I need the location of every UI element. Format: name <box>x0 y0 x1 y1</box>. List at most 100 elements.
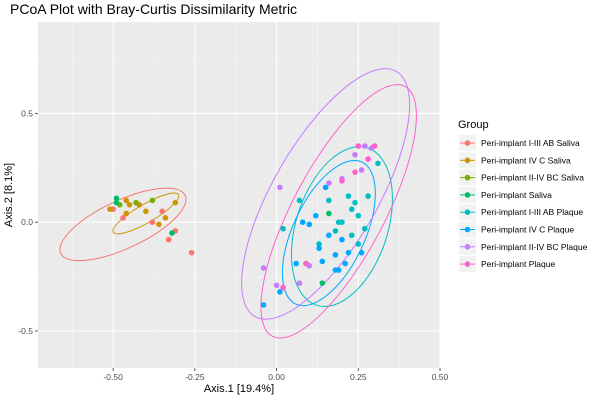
data-point <box>260 265 267 271</box>
data-point <box>113 195 120 202</box>
x-tick-label: 0.00 <box>268 372 285 382</box>
grid-layer <box>38 22 441 368</box>
legend-key-point <box>464 157 471 164</box>
data-point <box>296 280 303 286</box>
data-point <box>313 212 319 219</box>
legend: Group Peri-implant I-III AB Saliva Peri-i… <box>458 119 588 273</box>
data-point <box>260 302 267 308</box>
data-point <box>107 206 113 212</box>
data-point <box>169 230 175 236</box>
data-point <box>293 260 299 267</box>
data-point <box>362 143 368 149</box>
data-point <box>156 221 162 228</box>
data-point <box>123 197 130 204</box>
x-tick-label: 0.50 <box>432 372 449 382</box>
data-point <box>358 249 365 256</box>
data-point <box>277 184 283 191</box>
data-point <box>316 245 322 252</box>
legend-label: Peri-implant I-III AB Plaque <box>481 207 583 217</box>
tick-layer: -0.50 -0.25 0.00 0.25 0.50 -0.5 0.0 0.5 <box>18 108 448 382</box>
data-point <box>345 249 352 256</box>
confidence-ellipse <box>281 159 376 307</box>
x-axis-title: Axis.1 [19.4%] <box>204 383 274 395</box>
data-point <box>326 180 332 186</box>
data-point <box>326 197 332 204</box>
data-point <box>133 199 139 206</box>
data-point <box>120 215 126 221</box>
data-point <box>335 219 342 226</box>
data-point <box>339 178 345 184</box>
plot-panel <box>38 22 440 368</box>
y-tick-label: -0.5 <box>18 326 33 336</box>
point-layer <box>107 143 381 308</box>
data-point <box>339 236 345 243</box>
data-point <box>365 193 371 199</box>
legend-key-point <box>464 192 471 198</box>
data-point <box>332 252 339 258</box>
data-point <box>280 225 286 232</box>
data-point <box>348 232 355 239</box>
data-point <box>322 184 329 191</box>
legend-label: Peri-implant IV C Plaque <box>481 225 574 235</box>
data-point <box>162 215 169 221</box>
data-point <box>306 221 313 228</box>
data-point <box>352 199 358 206</box>
legend-key-point <box>464 140 471 146</box>
data-point <box>319 258 326 265</box>
data-point <box>348 206 355 212</box>
data-point <box>303 260 309 267</box>
confidence-ellipse <box>260 84 417 339</box>
data-point <box>273 282 280 289</box>
legend-key-point <box>464 244 471 250</box>
legend-title: Group <box>458 119 489 131</box>
x-tick-label: -0.25 <box>185 372 205 382</box>
data-point <box>358 167 365 173</box>
legend-label: Peri-implant Saliva <box>481 190 552 200</box>
data-point <box>159 208 165 215</box>
legend-label: Peri-implant Plaque <box>481 259 555 269</box>
data-point <box>299 219 306 226</box>
data-point <box>113 199 120 206</box>
data-point <box>355 241 362 247</box>
legend-key-point <box>464 209 471 215</box>
legend-label: Peri-implant I-III AB Saliva <box>481 138 580 148</box>
data-point <box>375 160 381 167</box>
x-tick-label: -0.50 <box>103 372 123 382</box>
data-point <box>326 210 332 217</box>
data-point <box>371 143 378 149</box>
data-point <box>352 151 358 158</box>
data-point <box>188 249 195 256</box>
data-point <box>352 169 358 175</box>
data-point <box>362 225 368 232</box>
legend-label: Peri-implant II-IV BC Saliva <box>481 173 584 183</box>
legend-key-point <box>464 261 471 267</box>
data-point <box>149 219 156 226</box>
data-point <box>280 284 286 291</box>
data-point <box>365 156 371 162</box>
y-axis-title: Axis.2 [8.1%] <box>3 163 15 227</box>
confidence-ellipse <box>241 68 411 320</box>
data-point <box>316 241 322 247</box>
data-point <box>165 236 172 243</box>
x-tick-label: 0.25 <box>350 372 367 382</box>
data-point <box>326 232 332 239</box>
y-tick-label: 0.0 <box>21 217 33 227</box>
data-point <box>172 199 179 206</box>
data-point <box>123 210 130 217</box>
data-point <box>335 267 342 273</box>
data-point <box>319 280 326 286</box>
data-point <box>355 143 362 149</box>
chart-title: PCoA Plot with Bray-Curtis Dissimilarity… <box>10 1 297 17</box>
legend-key-point <box>464 226 471 233</box>
data-point <box>355 212 362 219</box>
confidence-ellipse <box>59 187 187 262</box>
data-point <box>342 260 349 267</box>
y-tick-label: 0.5 <box>21 108 33 118</box>
data-point <box>345 193 352 199</box>
data-point <box>277 289 283 295</box>
data-point <box>332 228 339 234</box>
data-point <box>126 201 133 208</box>
legend-label: Peri-implant IV C Saliva <box>481 155 571 165</box>
legend-key-point <box>464 174 471 181</box>
